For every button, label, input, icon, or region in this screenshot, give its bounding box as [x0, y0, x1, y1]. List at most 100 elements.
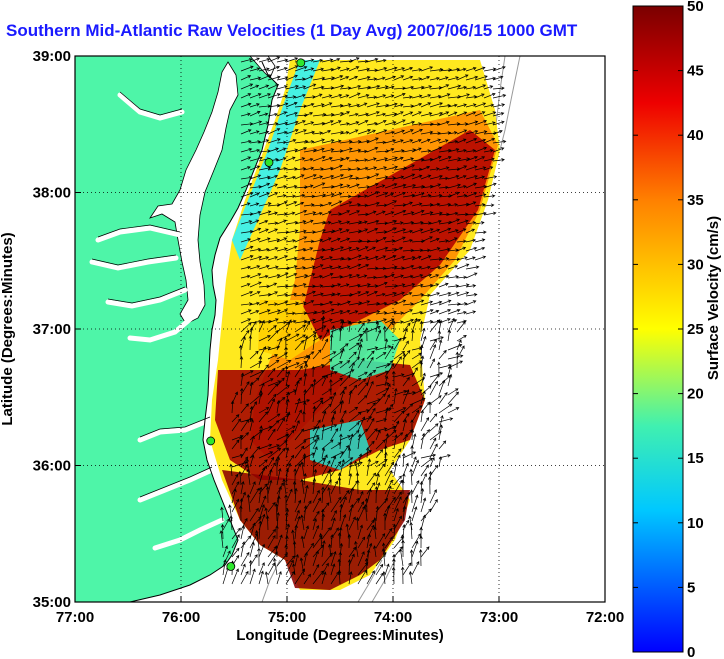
- velocity-arrow: [366, 284, 379, 288]
- velocity-arrow: [420, 327, 426, 342]
- velocity-arrow: [393, 209, 407, 216]
- velocity-arrow: [392, 370, 396, 387]
- velocity-arrow: [465, 265, 480, 270]
- colorbar-tick-label: 15: [687, 450, 704, 467]
- velocity-arrow: [402, 264, 415, 270]
- velocity-arrow: [402, 309, 414, 315]
- velocity-arrow: [303, 401, 307, 414]
- velocity-arrow: [285, 95, 297, 99]
- x-tick-label: 77:00: [56, 609, 94, 626]
- velocity-arrow: [285, 272, 298, 279]
- velocity-arrow: [339, 418, 344, 432]
- velocity-arrow: [294, 409, 302, 423]
- velocity-arrow: [391, 566, 396, 585]
- velocity-patch: [258, 300, 320, 360]
- velocity-arrow: [393, 356, 402, 369]
- velocity-arrow: [411, 221, 424, 225]
- velocity-arrow: [330, 220, 342, 225]
- velocity-arrow: [357, 300, 371, 306]
- velocity-arrow: [249, 554, 258, 567]
- velocity-arrow: [393, 156, 404, 162]
- velocity-arrow: [393, 448, 402, 459]
- velocity-arrow: [330, 283, 342, 288]
- velocity-arrow: [402, 283, 416, 288]
- velocity-arrow: [483, 85, 494, 90]
- velocity-arrow: [303, 265, 316, 270]
- velocity-arrow: [447, 203, 459, 207]
- velocity-arrow: [411, 209, 425, 216]
- velocity-arrow: [240, 65, 254, 72]
- colorbar: 0 5 10 15 20 25 30 35 40 45 50 Surface Velocity (c…: [632, 0, 722, 659]
- velocity-arrow: [302, 453, 307, 468]
- velocity-arrow: [327, 486, 332, 504]
- velocity-arrow: [375, 140, 387, 145]
- velocity-arrow: [366, 129, 376, 135]
- velocity-arrow: [294, 266, 306, 270]
- velocity-arrow: [285, 120, 299, 126]
- velocity-arrow: [303, 157, 314, 162]
- velocity-arrow: [294, 509, 300, 522]
- velocity-arrow: [402, 318, 415, 324]
- velocity-arrow: [348, 176, 360, 181]
- velocity-arrow: [249, 103, 260, 108]
- velocity-arrow: [420, 112, 433, 117]
- velocity-arrow: [456, 219, 469, 225]
- velocity-arrow: [240, 75, 252, 81]
- velocity-arrow: [447, 407, 460, 414]
- velocity-arrow: [240, 129, 252, 135]
- velocity-arrow: [420, 453, 437, 459]
- velocity-arrow: [483, 103, 495, 108]
- velocity-arrow: [384, 451, 388, 468]
- velocity-arrow: [474, 146, 488, 153]
- velocity-arrow: [294, 361, 308, 369]
- radar-site-marker: [264, 158, 274, 167]
- velocity-arrow: [249, 148, 261, 153]
- velocity-arrow: [456, 256, 468, 261]
- velocity-arrow: [312, 292, 324, 297]
- velocity-arrow: [492, 103, 506, 108]
- y-tick-label: 39:00: [33, 48, 71, 65]
- velocity-arrow: [393, 373, 405, 378]
- velocity-arrow: [294, 365, 303, 378]
- velocity-arrow: [249, 350, 259, 360]
- velocity-arrow: [258, 486, 263, 504]
- velocity-arrow: [339, 67, 350, 72]
- velocity-arrow: [321, 423, 326, 441]
- velocity-arrow: [393, 274, 404, 279]
- velocity-arrow: [429, 395, 442, 405]
- velocity-arrow: [303, 112, 314, 117]
- velocity-arrow: [303, 219, 314, 225]
- velocity-arrow: [303, 321, 311, 333]
- velocity-arrow: [420, 194, 432, 198]
- velocity-arrow: [303, 203, 315, 207]
- velocity-arrow: [456, 67, 467, 72]
- velocity-arrow: [276, 237, 288, 243]
- velocity-arrow: [258, 256, 270, 261]
- velocity-arrow: [429, 372, 444, 378]
- velocity-arrow: [384, 165, 399, 171]
- velocity-arrow: [240, 403, 249, 414]
- velocity-arrow: [429, 183, 442, 189]
- velocity-arrow: [249, 481, 256, 495]
- velocity-arrow: [465, 129, 479, 135]
- velocity-arrow: [393, 410, 405, 423]
- velocity-arrow: [303, 83, 317, 90]
- velocity-arrow: [429, 228, 441, 234]
- velocity-arrow: [420, 514, 427, 531]
- velocity-arrow: [483, 76, 497, 81]
- velocity-arrow: [375, 311, 388, 315]
- velocity-arrow: [294, 77, 306, 81]
- velocity-arrow: [429, 94, 442, 99]
- velocity-arrow: [275, 525, 279, 540]
- velocity-arrow: [384, 112, 398, 117]
- velocity-arrow: [330, 237, 341, 243]
- velocity-arrow: [303, 351, 315, 360]
- velocity-arrow: [303, 525, 310, 540]
- velocity-arrow: [246, 468, 251, 486]
- velocity-arrow: [285, 454, 295, 468]
- velocity-arrow: [411, 389, 423, 396]
- velocity-arrow: [230, 400, 235, 414]
- velocity-arrow: [285, 184, 298, 189]
- velocity-arrow: [366, 407, 376, 423]
- velocity-arrow: [447, 103, 458, 108]
